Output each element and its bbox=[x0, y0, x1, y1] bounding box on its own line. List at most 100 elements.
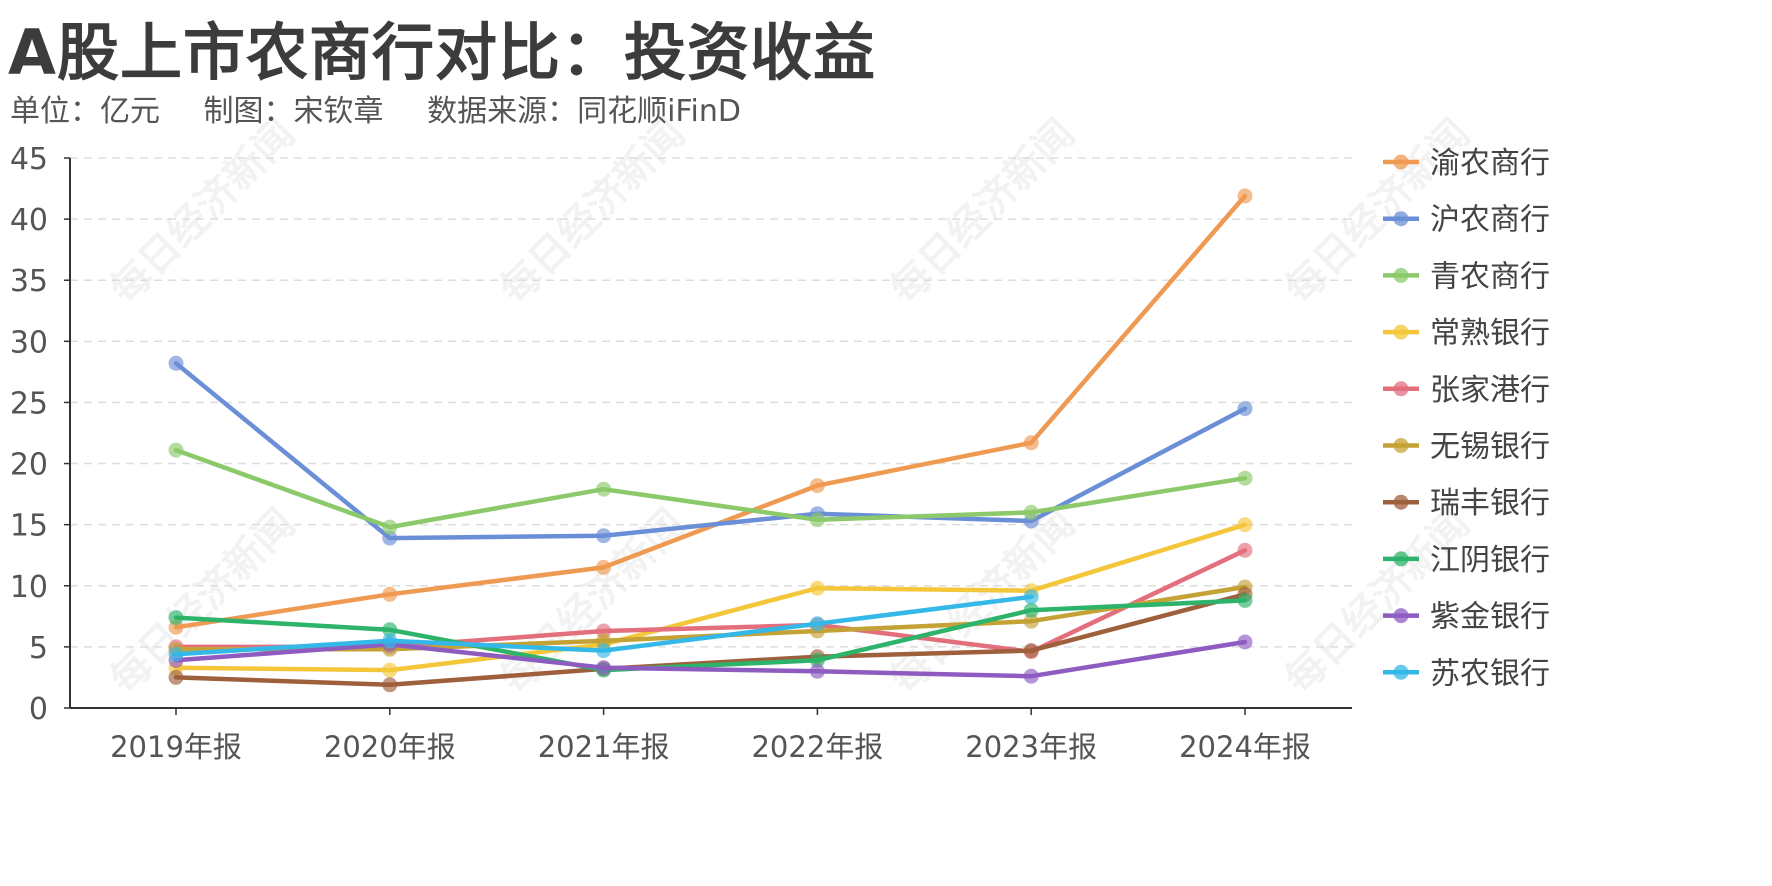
data-point bbox=[382, 519, 398, 535]
data-point bbox=[1237, 542, 1253, 558]
data-point bbox=[1023, 602, 1039, 618]
data-point bbox=[1023, 643, 1039, 659]
legend-item: 无锡银行 bbox=[1383, 430, 1550, 465]
legend-swatch-dot bbox=[1393, 551, 1409, 567]
data-point bbox=[809, 652, 825, 668]
data-point bbox=[382, 530, 398, 546]
x-tick-label: 2023年报 bbox=[965, 730, 1097, 764]
legend-label: 无锡银行 bbox=[1430, 430, 1550, 465]
legend-item: 常熟银行 bbox=[1383, 316, 1550, 351]
x-tick-label: 2019年报 bbox=[110, 730, 242, 764]
legend-swatch-dot bbox=[1393, 438, 1409, 453]
legend-swatch-dot bbox=[1393, 211, 1409, 227]
x-tick-label: 2024年报 bbox=[1179, 730, 1311, 764]
legend-item: 沪农商行 bbox=[1383, 203, 1550, 238]
series-lines bbox=[168, 188, 1253, 693]
data-point bbox=[382, 662, 398, 678]
data-point bbox=[1023, 668, 1039, 684]
legend-label: 苏农银行 bbox=[1430, 656, 1550, 691]
legend-label: 常熟银行 bbox=[1430, 316, 1550, 351]
data-point bbox=[596, 660, 612, 676]
data-point bbox=[596, 528, 612, 544]
legend-label: 紫金银行 bbox=[1430, 600, 1550, 635]
data-point bbox=[809, 512, 825, 528]
data-point bbox=[596, 481, 612, 497]
series bbox=[168, 355, 1253, 546]
source-label: 数据来源：同花顺iFinD bbox=[427, 94, 741, 129]
legend-swatch-dot bbox=[1393, 154, 1409, 170]
data-point bbox=[1237, 470, 1253, 486]
y-tick-labels: 0 5 10 15 20 25 30 35 40 45 bbox=[10, 142, 48, 727]
data-point bbox=[168, 355, 184, 371]
series bbox=[168, 188, 1253, 635]
data-point bbox=[168, 646, 184, 662]
x-tick-label: 2022年报 bbox=[751, 730, 883, 764]
data-point bbox=[382, 677, 398, 693]
legend-label: 江阴银行 bbox=[1430, 543, 1550, 578]
legend-swatch-dot bbox=[1393, 324, 1409, 340]
legend-item: 紫金银行 bbox=[1383, 600, 1550, 635]
series-line bbox=[173, 592, 1248, 688]
data-point bbox=[1237, 634, 1253, 650]
data-point bbox=[168, 442, 184, 458]
legend-label: 张家港行 bbox=[1430, 373, 1550, 408]
axes bbox=[64, 157, 1352, 715]
legend-item: 瑞丰银行 bbox=[1383, 486, 1550, 521]
legend-swatch-dot bbox=[1393, 267, 1409, 283]
data-point bbox=[1023, 435, 1039, 451]
series-line bbox=[173, 522, 1248, 673]
x-tick-label: 2021年报 bbox=[538, 730, 670, 764]
legend-swatch-dot bbox=[1393, 494, 1409, 510]
y-tick-label: 5 bbox=[29, 631, 48, 666]
series bbox=[168, 634, 1253, 684]
legend-label: 渝农商行 bbox=[1430, 146, 1550, 181]
y-tick-label: 10 bbox=[10, 570, 48, 605]
legend-label: 瑞丰银行 bbox=[1430, 486, 1550, 521]
y-tick-label: 40 bbox=[10, 203, 48, 238]
data-point bbox=[809, 478, 825, 494]
unit-label: 单位：亿元 bbox=[10, 94, 160, 129]
data-point bbox=[1237, 401, 1253, 417]
data-point bbox=[1237, 592, 1253, 608]
data-point bbox=[809, 616, 825, 632]
legend-label: 沪农商行 bbox=[1430, 203, 1550, 238]
legend-item: 苏农银行 bbox=[1383, 656, 1550, 691]
y-tick-label: 0 bbox=[29, 692, 48, 727]
x-tick-label: 2020年报 bbox=[324, 730, 456, 764]
y-tick-label: 45 bbox=[10, 142, 48, 177]
series bbox=[168, 542, 1253, 660]
data-point bbox=[382, 622, 398, 638]
data-point bbox=[168, 669, 184, 685]
series bbox=[168, 517, 1253, 678]
data-point bbox=[1023, 613, 1039, 629]
legend-item: 渝农商行 bbox=[1383, 146, 1550, 181]
x-tick-labels: 2019年报 2020年报 2021年报 2022年报 2023年报 2024年报 bbox=[110, 730, 1311, 764]
series-line bbox=[173, 639, 1248, 679]
data-point bbox=[382, 586, 398, 602]
legend-item: 江阴银行 bbox=[1383, 543, 1550, 578]
data-point bbox=[1237, 188, 1253, 204]
data-point bbox=[1023, 504, 1039, 520]
data-point bbox=[382, 633, 398, 649]
data-point bbox=[809, 663, 825, 679]
data-point bbox=[1023, 589, 1039, 605]
data-point bbox=[596, 559, 612, 575]
y-tick-label: 30 bbox=[10, 325, 48, 360]
legend-item: 张家港行 bbox=[1383, 373, 1550, 408]
series bbox=[168, 442, 1253, 535]
grid-lines bbox=[70, 157, 1352, 648]
series-line bbox=[173, 447, 1248, 530]
series-line bbox=[173, 193, 1248, 630]
chart-title: A股上市农商行对比：投资收益 bbox=[8, 16, 876, 89]
legend-swatch-dot bbox=[1393, 381, 1409, 397]
series-line bbox=[173, 598, 1248, 673]
y-tick-label: 35 bbox=[10, 264, 48, 299]
legend-swatch-dot bbox=[1393, 608, 1409, 624]
data-point bbox=[1237, 517, 1253, 533]
legend-label: 青农商行 bbox=[1430, 259, 1550, 294]
y-tick-label: 25 bbox=[10, 386, 48, 421]
legend-swatch-dot bbox=[1393, 664, 1409, 680]
y-tick-label: 15 bbox=[10, 509, 48, 544]
